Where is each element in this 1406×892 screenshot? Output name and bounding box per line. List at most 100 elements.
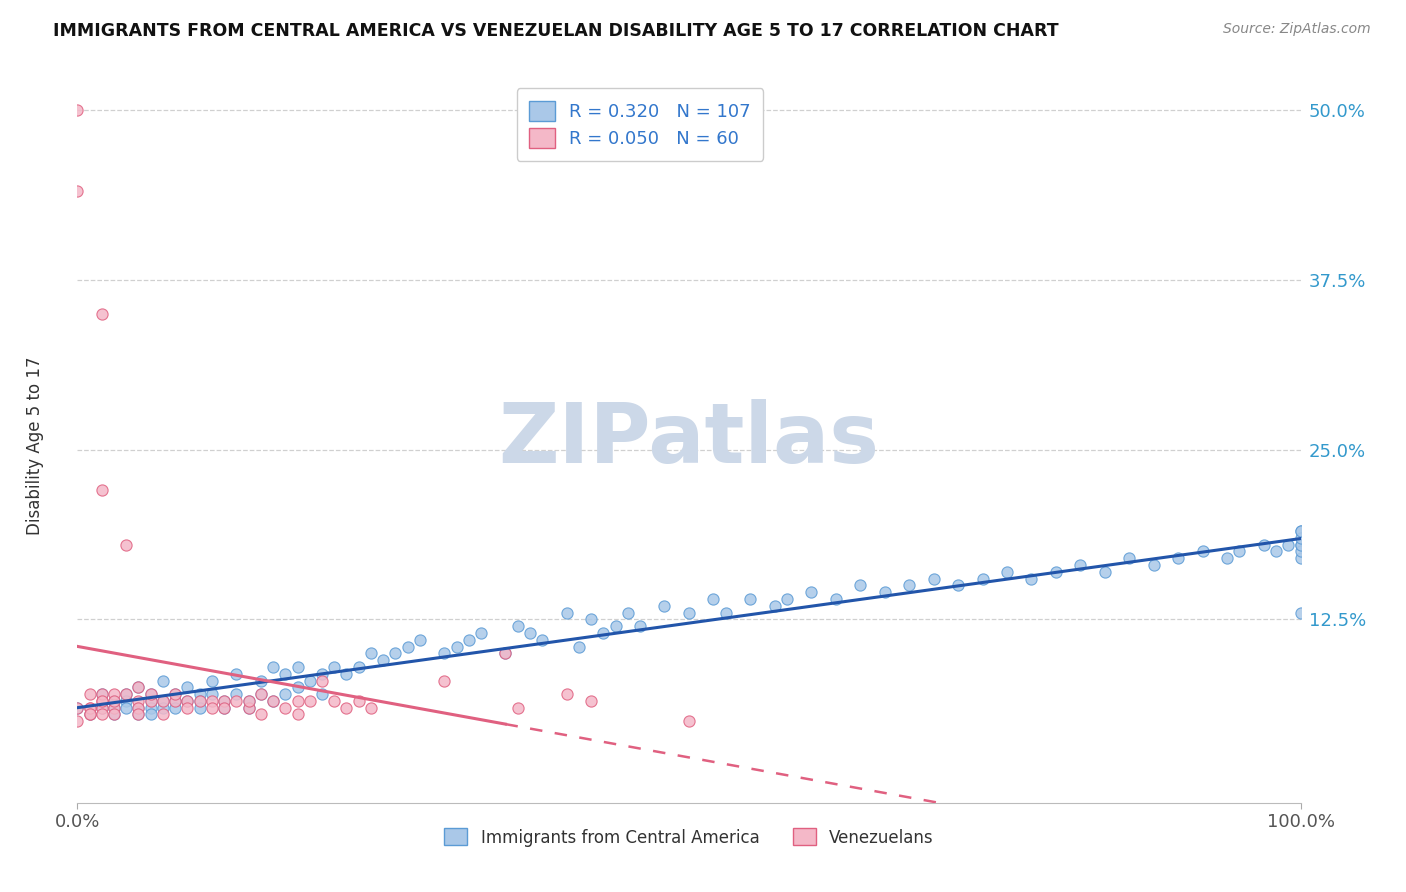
Point (201, 673, 224, 688)
Point (127, 681, 149, 695)
Point (176, 681, 198, 695)
Point (152, 694, 174, 708)
Point (457, 632, 479, 647)
Point (347, 694, 370, 708)
Point (212, 694, 235, 708)
Point (433, 646, 456, 660)
Point (176, 700, 198, 714)
Point (103, 687, 125, 701)
Point (714, 606, 737, 620)
Point (740, 591, 762, 606)
Point (250, 673, 273, 688)
Point (127, 707, 149, 722)
Point (212, 700, 235, 714)
Point (66, 714, 89, 729)
Point (127, 707, 149, 722)
Point (628, 619, 651, 633)
Point (115, 538, 138, 552)
Point (519, 626, 541, 640)
Point (79, 687, 101, 701)
Point (115, 687, 138, 701)
Point (555, 687, 578, 701)
Legend: Immigrants from Central America, Venezuelans: Immigrants from Central America, Venezue… (430, 815, 948, 860)
Point (849, 578, 872, 592)
Point (238, 694, 260, 708)
Point (165, 694, 187, 708)
Point (212, 694, 235, 708)
Point (165, 700, 187, 714)
Point (90, 694, 112, 708)
Point (79, 707, 101, 722)
Point (66, 184, 89, 198)
Point (335, 700, 357, 714)
Point (262, 694, 284, 708)
Point (946, 578, 969, 592)
Point (495, 646, 517, 660)
Point (287, 660, 309, 674)
Point (274, 700, 297, 714)
Point (776, 591, 799, 606)
Point (238, 694, 260, 708)
Point (79, 707, 101, 722)
Point (201, 700, 224, 714)
Point (311, 666, 333, 681)
Point (127, 694, 149, 708)
Point (103, 694, 125, 708)
Point (225, 694, 247, 708)
Point (873, 585, 896, 599)
Point (152, 694, 174, 708)
Point (371, 653, 394, 667)
Point (1289, 524, 1312, 538)
Point (323, 660, 346, 674)
Point (90, 307, 112, 321)
Point (898, 578, 921, 592)
Point (347, 660, 370, 674)
Point (298, 673, 321, 688)
Point (824, 591, 846, 606)
Point (103, 707, 125, 722)
Point (287, 694, 309, 708)
Point (506, 700, 529, 714)
Text: Source: ZipAtlas.com: Source: ZipAtlas.com (1223, 22, 1371, 37)
Point (1167, 551, 1189, 566)
Point (139, 687, 162, 701)
Point (311, 673, 333, 688)
Point (127, 681, 149, 695)
Point (201, 687, 224, 701)
Point (298, 694, 321, 708)
Point (90, 687, 112, 701)
Point (90, 483, 112, 498)
Point (238, 700, 260, 714)
Point (1265, 544, 1288, 558)
Point (579, 694, 602, 708)
Point (66, 700, 89, 714)
Point (139, 694, 162, 708)
Point (995, 565, 1018, 579)
Point (274, 666, 297, 681)
Text: ZIPatlas: ZIPatlas (499, 399, 879, 480)
Point (605, 619, 627, 633)
Point (287, 681, 309, 695)
Point (972, 572, 994, 586)
Point (1118, 551, 1140, 566)
Point (287, 707, 309, 722)
Point (470, 626, 492, 640)
Point (79, 700, 101, 714)
Point (250, 687, 273, 701)
Point (1069, 558, 1091, 572)
Point (250, 687, 273, 701)
Text: Disability Age 5 to 17: Disability Age 5 to 17 (27, 357, 44, 535)
Point (1289, 531, 1312, 545)
Point (446, 640, 468, 654)
Point (139, 694, 162, 708)
Point (152, 673, 174, 688)
Point (66, 103, 89, 117)
Point (90, 687, 112, 701)
Point (79, 707, 101, 722)
Point (678, 606, 700, 620)
Point (165, 694, 187, 708)
Point (1143, 558, 1166, 572)
Point (188, 694, 211, 708)
Point (702, 591, 724, 606)
Point (1045, 565, 1067, 579)
